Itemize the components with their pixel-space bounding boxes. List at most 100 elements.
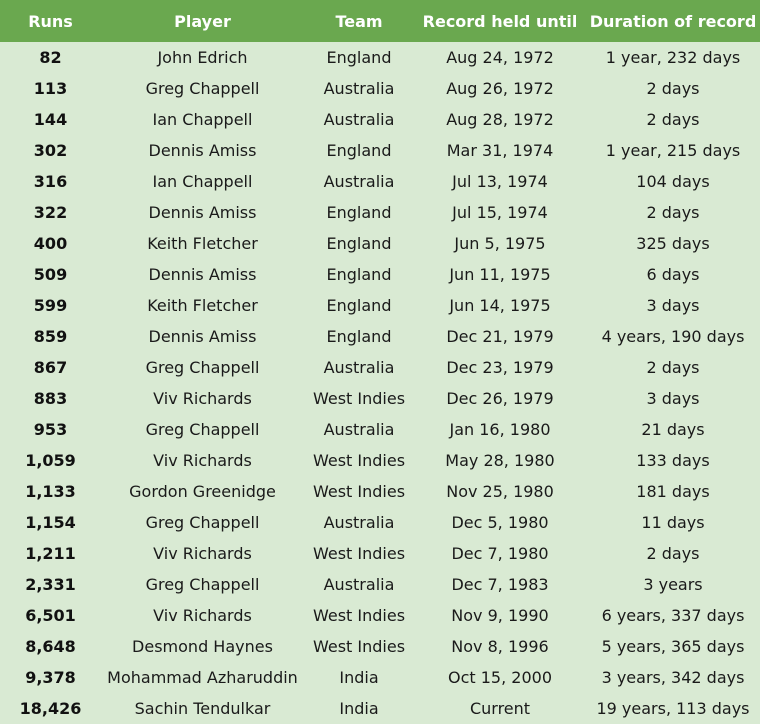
cell-record-held-until: Aug 24, 1972 — [446, 48, 554, 67]
cell-duration: 181 days — [636, 482, 710, 501]
cell-record-held-until: Jul 15, 1974 — [452, 203, 548, 222]
cell-duration: 104 days — [636, 172, 710, 191]
table-row: 509 Dennis Amiss England Jun 11, 1975 6 days — [0, 259, 760, 290]
header-duration: Duration of record — [589, 11, 757, 31]
cell-player: Viv Richards — [153, 451, 252, 470]
cell-player: Dennis Amiss — [148, 327, 257, 346]
cell-runs: 859 — [33, 327, 68, 346]
cell-record-held-until: Jun 5, 1975 — [454, 234, 546, 253]
table-row: 1,133 Gordon Greenidge West Indies Nov 25, … — [0, 476, 760, 507]
cell-runs: 1,133 — [25, 482, 76, 501]
cell-runs: 883 — [33, 389, 68, 408]
cell-duration: 4 years, 190 days — [601, 327, 745, 346]
cell-duration: 2 days — [646, 110, 700, 129]
table-row: 316 Ian Chappell Australia Jul 13, 1974 104 … — [0, 166, 760, 197]
cell-runs: 8,648 — [25, 637, 76, 656]
cell-runs: 9,378 — [25, 668, 76, 687]
cell-duration: 21 days — [641, 420, 705, 439]
cell-runs: 953 — [33, 420, 68, 439]
cell-team: England — [326, 203, 392, 222]
cell-record-held-until: Dec 7, 1980 — [451, 544, 549, 563]
cell-team: India — [339, 699, 379, 718]
table-body: 82 John Edrich England Aug 24, 1972 1 year, … — [0, 42, 760, 724]
cell-duration: 1 year, 215 days — [605, 141, 741, 160]
cell-record-held-until: Oct 15, 2000 — [448, 668, 552, 687]
table-row: 18,426 Sachin Tendulkar India Current 19 yea… — [0, 693, 760, 724]
cell-player: Mohammad Azharuddin — [107, 668, 298, 687]
cell-player: Keith Fletcher — [147, 234, 258, 253]
cell-team: Australia — [323, 110, 395, 129]
cell-runs: 316 — [33, 172, 68, 191]
table-row: 867 Greg Chappell Australia Dec 23, 1979 2 d… — [0, 352, 760, 383]
cell-team: West Indies — [312, 482, 406, 501]
cell-duration: 11 days — [641, 513, 705, 532]
header-player: Player — [174, 11, 231, 31]
cell-team: India — [339, 668, 379, 687]
cell-team: Australia — [323, 575, 395, 594]
cell-record-held-until: Aug 26, 1972 — [446, 79, 554, 98]
cell-team: England — [326, 327, 392, 346]
cell-record-held-until: Jun 11, 1975 — [449, 265, 551, 284]
cell-team: Australia — [323, 172, 395, 191]
cell-runs: 144 — [33, 110, 68, 129]
cell-team: West Indies — [312, 451, 406, 470]
cell-runs: 400 — [33, 234, 68, 253]
cell-runs: 18,426 — [19, 699, 82, 718]
cell-runs: 509 — [33, 265, 68, 284]
header-record-held-until: Record held until — [422, 11, 578, 31]
table-row: 953 Greg Chappell Australia Jan 16, 1980 21 … — [0, 414, 760, 445]
cell-duration: 3 years, 342 days — [601, 668, 745, 687]
cell-runs: 302 — [33, 141, 68, 160]
table-row: 859 Dennis Amiss England Dec 21, 1979 4 year… — [0, 321, 760, 352]
cell-team: England — [326, 265, 392, 284]
cell-record-held-until: Dec 23, 1979 — [446, 358, 554, 377]
cell-runs: 82 — [39, 48, 62, 67]
table-row: 113 Greg Chappell Australia Aug 26, 1972 2 d… — [0, 73, 760, 104]
cell-duration: 6 days — [646, 265, 700, 284]
table-row: 322 Dennis Amiss England Jul 15, 1974 2 days — [0, 197, 760, 228]
cell-team: West Indies — [312, 637, 406, 656]
cell-record-held-until: Jul 13, 1974 — [452, 172, 548, 191]
cell-duration: 19 years, 113 days — [596, 699, 750, 718]
cell-duration: 3 days — [646, 389, 700, 408]
table-row: 8,648 Desmond Haynes West Indies Nov 8, 199… — [0, 631, 760, 662]
cell-player: Desmond Haynes — [132, 637, 273, 656]
table-row: 1,211 Viv Richards West Indies Dec 7, 1980 2… — [0, 538, 760, 569]
cell-record-held-until: Dec 5, 1980 — [451, 513, 549, 532]
cell-team: West Indies — [312, 544, 406, 563]
cell-runs: 867 — [33, 358, 68, 377]
cell-duration: 2 days — [646, 79, 700, 98]
cell-team: Australia — [323, 79, 395, 98]
cell-duration: 3 days — [646, 296, 700, 315]
header-runs: Runs — [28, 11, 73, 31]
cell-record-held-until: Nov 25, 1980 — [446, 482, 554, 501]
cell-team: England — [326, 48, 392, 67]
cell-team: Australia — [323, 358, 395, 377]
cell-duration: 2 days — [646, 358, 700, 377]
cell-record-held-until: Nov 8, 1996 — [451, 637, 549, 656]
cell-player: Greg Chappell — [145, 575, 260, 594]
cell-team: Australia — [323, 420, 395, 439]
cell-player: Ian Chappell — [152, 172, 253, 191]
table-row: 400 Keith Fletcher England Jun 5, 1975 325 d… — [0, 228, 760, 259]
table-row: 883 Viv Richards West Indies Dec 26, 1979 3 … — [0, 383, 760, 414]
table-row: 302 Dennis Amiss England Mar 31, 1974 1 year… — [0, 135, 760, 166]
cell-runs: 322 — [33, 203, 68, 222]
cell-team: West Indies — [312, 389, 406, 408]
cell-record-held-until: Aug 28, 1972 — [446, 110, 554, 129]
table-row: 82 John Edrich England Aug 24, 1972 1 year, … — [0, 42, 760, 73]
cell-runs: 2,331 — [25, 575, 76, 594]
cell-runs: 6,501 — [25, 606, 76, 625]
table-row: 599 Keith Fletcher England Jun 14, 1975 3 da… — [0, 290, 760, 321]
cell-player: Keith Fletcher — [147, 296, 258, 315]
cell-runs: 599 — [33, 296, 68, 315]
table-row: 2,331 Greg Chappell Australia Dec 7, 1983 3 … — [0, 569, 760, 600]
cell-runs: 1,059 — [25, 451, 76, 470]
cell-player: Greg Chappell — [145, 420, 260, 439]
cell-duration: 1 year, 232 days — [605, 48, 741, 67]
cell-player: Viv Richards — [153, 544, 252, 563]
cell-record-held-until: Dec 21, 1979 — [446, 327, 554, 346]
cell-player: Greg Chappell — [145, 79, 260, 98]
cell-record-held-until: Mar 31, 1974 — [446, 141, 554, 160]
